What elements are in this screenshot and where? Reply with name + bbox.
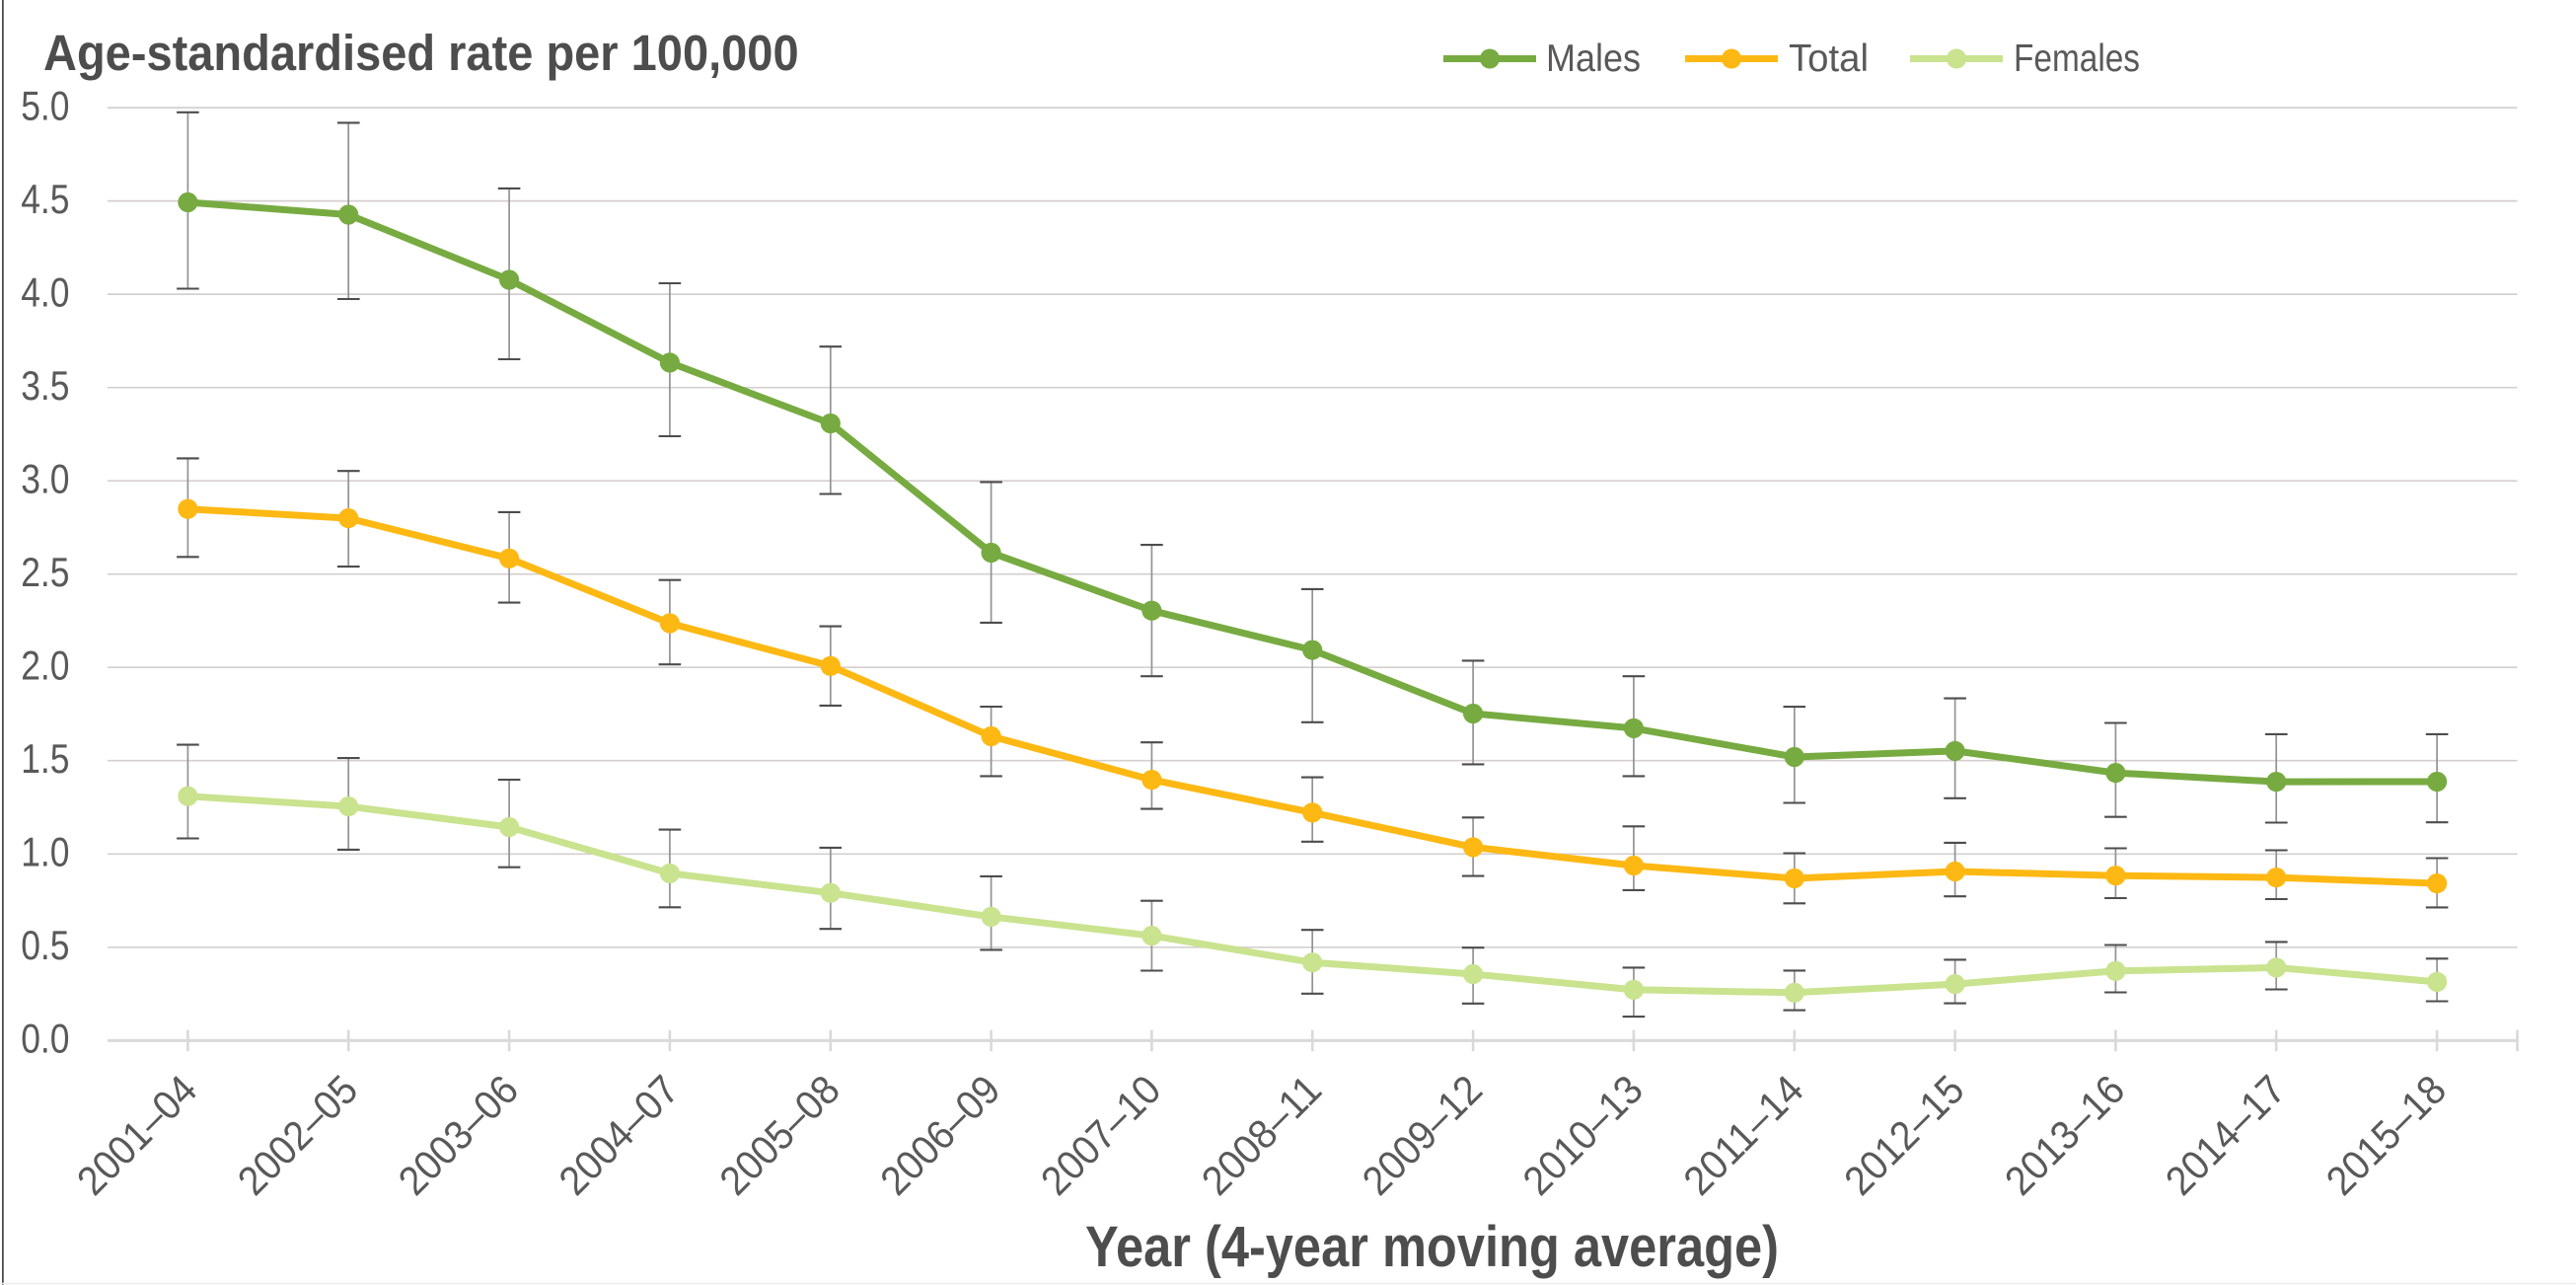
svg-text:0.5: 0.5 — [21, 922, 69, 968]
svg-text:3.5: 3.5 — [21, 362, 69, 409]
svg-text:4.5: 4.5 — [21, 176, 69, 222]
svg-text:Year (4-year moving average): Year (4-year moving average) — [1085, 1215, 1779, 1279]
svg-text:2.0: 2.0 — [21, 642, 69, 688]
svg-text:1.0: 1.0 — [21, 829, 69, 875]
svg-text:3.0: 3.0 — [21, 455, 69, 501]
svg-text:4.0: 4.0 — [21, 268, 69, 315]
svg-text:Females: Females — [2014, 38, 2140, 80]
svg-text:Total: Total — [1789, 38, 1869, 80]
svg-text:Age-standardised rate per 100,: Age-standardised rate per 100,000 — [43, 25, 799, 81]
svg-text:Males: Males — [1546, 38, 1641, 80]
svg-text:1.5: 1.5 — [21, 735, 69, 782]
svg-text:5.0: 5.0 — [21, 82, 69, 128]
svg-text:0.0: 0.0 — [21, 1016, 69, 1062]
svg-text:2.5: 2.5 — [21, 549, 69, 595]
